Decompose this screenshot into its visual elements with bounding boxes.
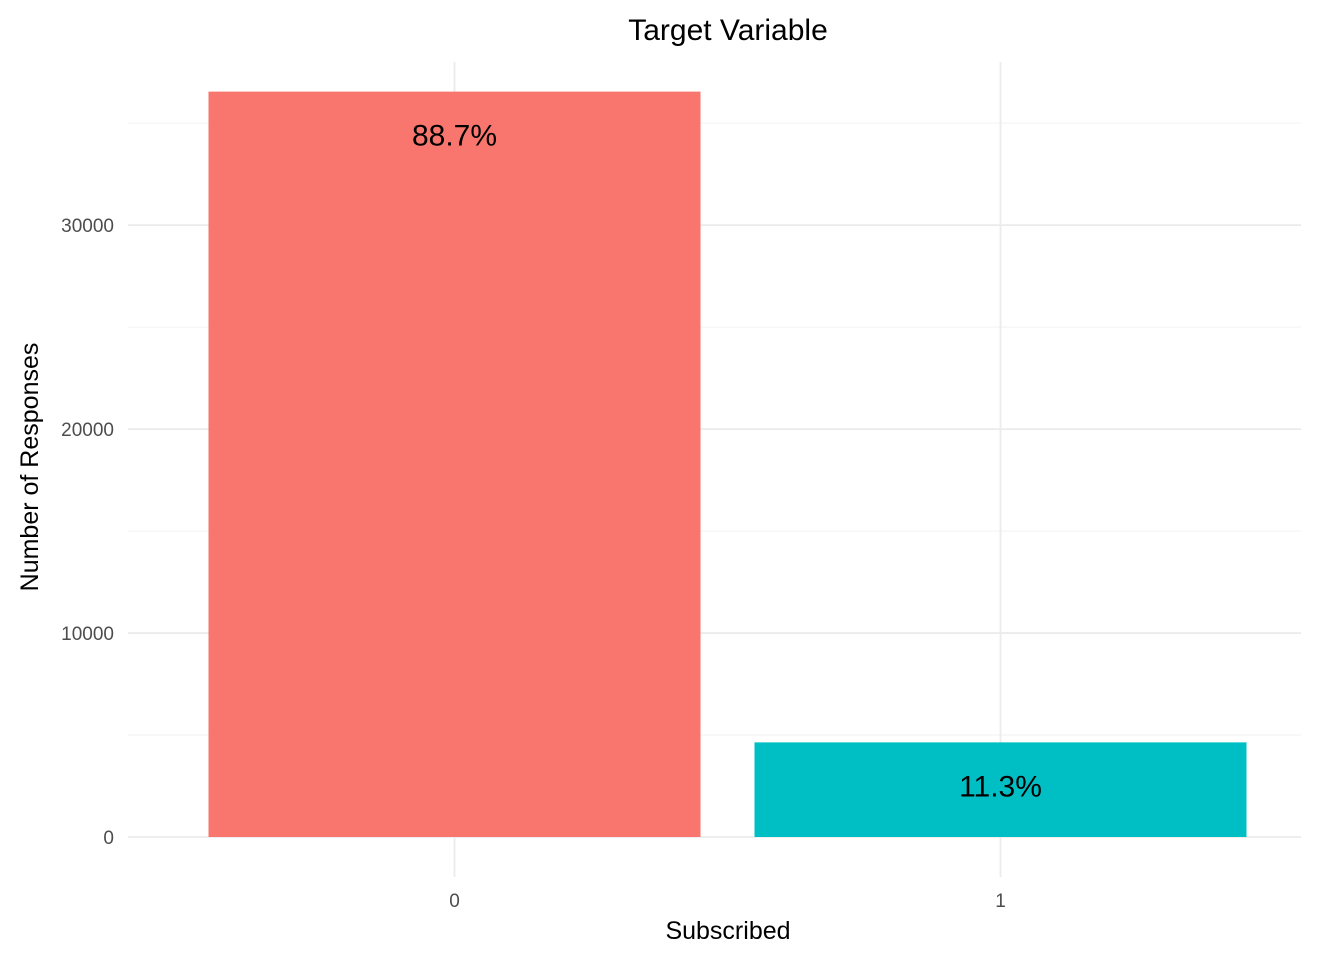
y-tick-label: 30000 bbox=[61, 216, 114, 237]
bar bbox=[208, 91, 701, 837]
y-axis-title: Number of Responses bbox=[16, 343, 44, 592]
x-tick-label: 1 bbox=[995, 891, 1006, 912]
x-tick-label: 0 bbox=[449, 891, 460, 912]
y-tick-label: 20000 bbox=[61, 420, 114, 441]
bars bbox=[208, 91, 1247, 837]
bar-data-label: 11.3% bbox=[959, 770, 1042, 803]
chart-title: Target Variable bbox=[628, 14, 828, 47]
y-tick-label: 0 bbox=[103, 828, 114, 849]
y-tick-label: 10000 bbox=[61, 624, 114, 645]
data-labels: 88.7% 11.3% bbox=[412, 120, 1042, 804]
bar bbox=[754, 742, 1247, 837]
axes: 0 10000 20000 30000 0 1 bbox=[61, 216, 1006, 912]
bar-data-label: 88.7% bbox=[412, 120, 497, 153]
x-axis-title: Subscribed bbox=[665, 917, 790, 945]
